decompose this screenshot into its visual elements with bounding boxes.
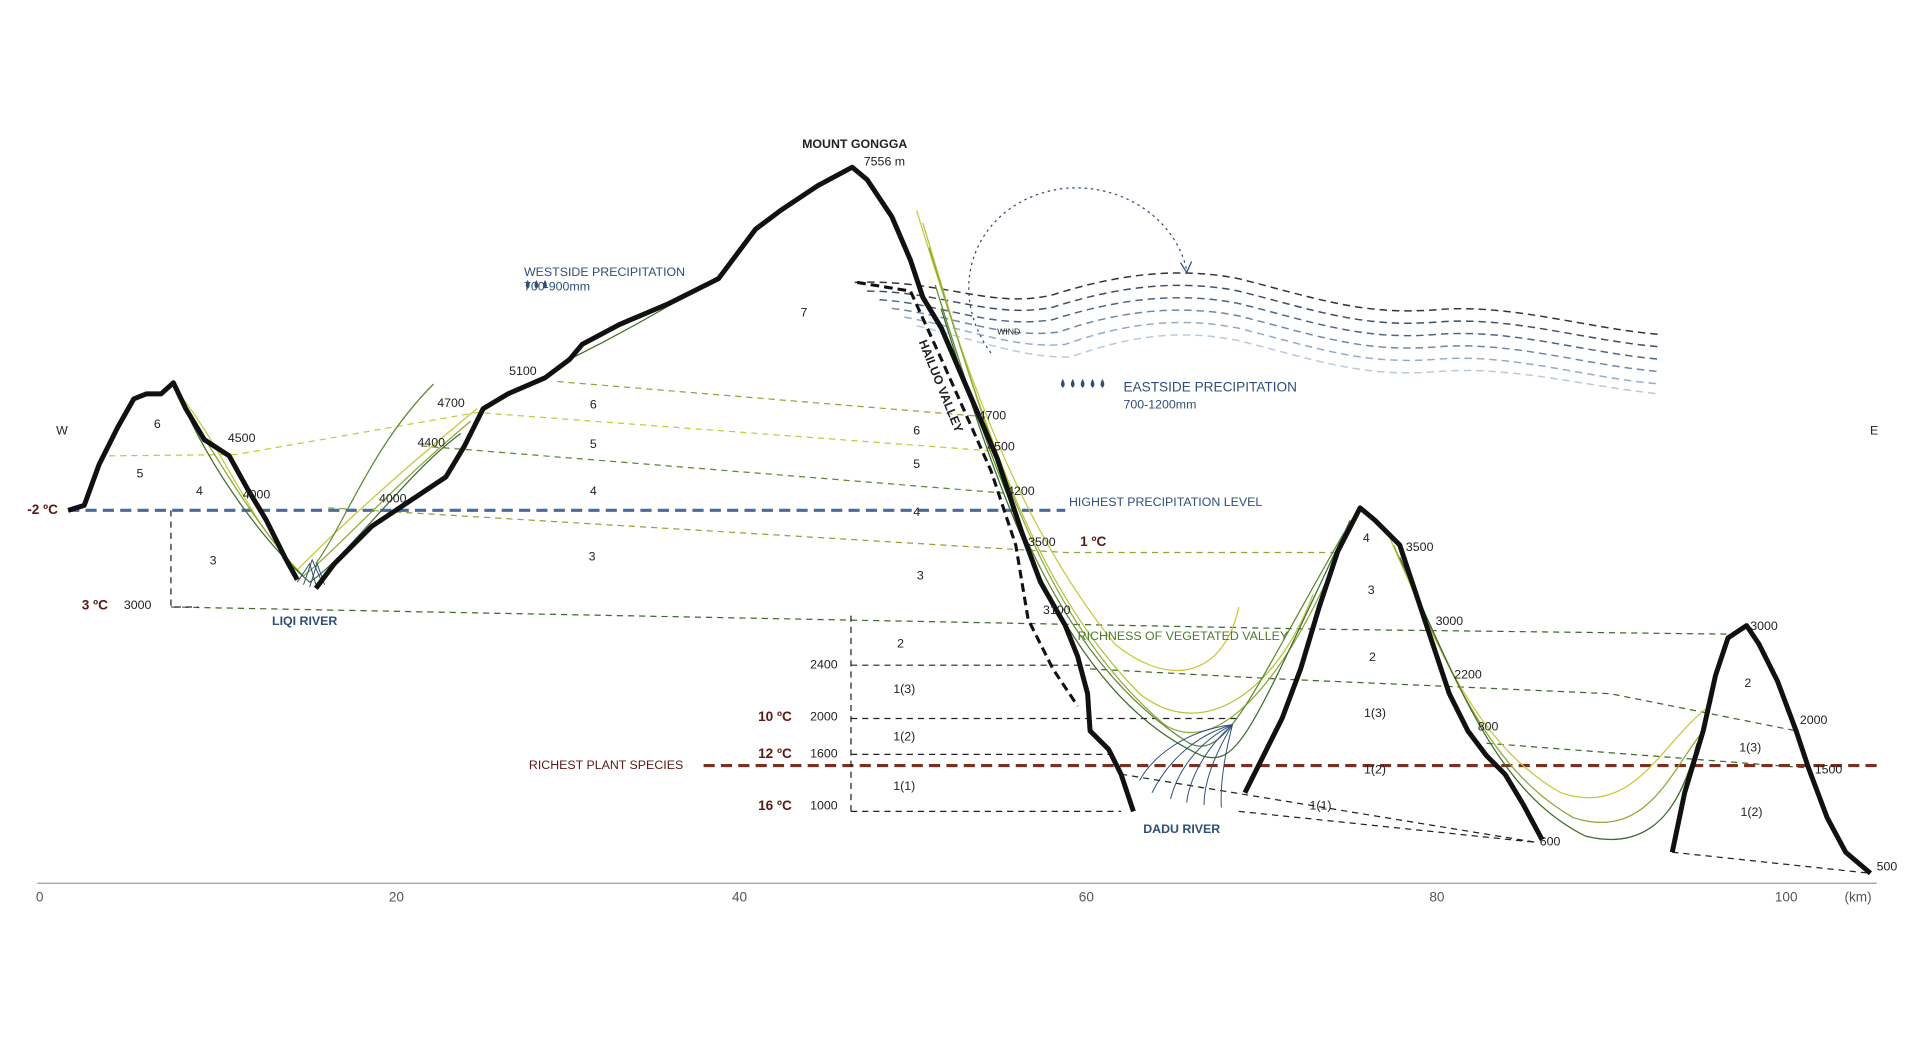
temperature: 16 ºC [758, 798, 792, 813]
temperature: 10 ºC [758, 709, 792, 724]
x-tick-label: 0 [36, 890, 44, 905]
zone-labels: 6 5 4 3 7 6 5 4 3 6 5 4 3 2 1(3) 1(2) 1(1) 4 3 2 1(3) 1(2) 1(1… [137, 306, 1763, 819]
zone-label: 2 [1369, 650, 1376, 664]
elevation-label: 800 [1478, 719, 1499, 733]
elevation-label: 2000 [810, 709, 838, 723]
zone-label: 1(2) [893, 729, 915, 743]
temperature: 1 ºC [1080, 534, 1106, 549]
elevation-label: 500 [1877, 859, 1898, 873]
zone-label: 5 [913, 457, 920, 471]
zone-label: 4 [590, 484, 597, 498]
elevation-label: 2200 [1454, 667, 1482, 681]
precipitation-amount: 700-1200mm [1124, 397, 1197, 411]
x-axis-unit: (km) [1844, 890, 1871, 905]
temperature: -2 ºC [27, 502, 58, 517]
elevation-label: 2400 [810, 657, 838, 671]
elevation-label: 4700 [979, 408, 1007, 422]
zone-label: 1(3) [893, 682, 915, 696]
elevation-label: 3100 [1043, 603, 1071, 617]
elevation-label: 3500 [1028, 535, 1056, 549]
elevation-label: 4400 [417, 436, 445, 450]
zone-label: 6 [154, 417, 161, 431]
x-tick-label: 40 [732, 890, 748, 905]
valley-label: HAILUO VALLEY [916, 338, 966, 436]
droplets [525, 279, 1105, 388]
terrain [67, 164, 1873, 876]
zone-label: 2 [897, 636, 904, 650]
decor [37, 164, 1877, 884]
temperature: 3 ºC [82, 597, 108, 612]
precipitation-label: EASTSIDE PRECIPITATION [1124, 379, 1297, 394]
elevation-label: 4500 [987, 439, 1015, 453]
zone-label: 4 [913, 505, 920, 519]
zone-label: 5 [590, 437, 597, 451]
zone-label: 5 [137, 467, 144, 481]
elevation-label: 600 [1540, 835, 1561, 849]
elevation-label: 4700 [437, 396, 465, 410]
wind-lines [854, 272, 1660, 395]
elevation-labels: 4500400051004700440040003000470045004200… [124, 364, 1898, 873]
temperature: 12 ºC [758, 746, 792, 761]
level-label: RICHEST PLANT SPECIES [529, 758, 683, 772]
elevation-label: 4200 [1007, 484, 1035, 498]
level-label: HIGHEST PRECIPITATION LEVEL [1069, 495, 1262, 509]
zone-label: 1(2) [1741, 805, 1763, 819]
zone-label: 3 [1368, 583, 1375, 597]
elevation-label: 1500 [1815, 763, 1843, 777]
elevation-label: 2000 [1800, 713, 1828, 727]
peak-name: MOUNT GONGGA [802, 137, 907, 151]
zone-label: 1(1) [1309, 799, 1331, 813]
elevation-label: 4500 [228, 431, 256, 445]
elevation-label: 3000 [1750, 619, 1778, 633]
x-tick-label: 20 [389, 890, 405, 905]
elevation-label: 3000 [124, 598, 152, 612]
zone-label: 6 [590, 397, 597, 411]
zone-label: 4 [196, 484, 203, 498]
direction: W [56, 423, 68, 437]
zone-label: 2 [1744, 676, 1751, 690]
peak-height: 7556 m [864, 155, 905, 169]
x-tick-label: 80 [1429, 890, 1445, 905]
x-tick-label: 60 [1079, 890, 1095, 905]
elevation-label: 5100 [509, 364, 537, 378]
precipitation-label: WESTSIDE PRECIPITATION [524, 265, 685, 279]
direction: E [1870, 423, 1878, 437]
elevation-label: 1000 [810, 799, 838, 813]
zone-label: 3 [589, 550, 596, 564]
zone-label: 7 [800, 306, 807, 320]
wind-label: WIND [997, 326, 1020, 336]
zone-label: 1(2) [1364, 763, 1386, 777]
elevation-label: 4000 [243, 488, 271, 502]
elevation-label: 1600 [810, 747, 838, 761]
elevation-label: 4000 [379, 491, 407, 505]
precipitation-amount: 700-900mm [524, 280, 590, 294]
zone-label: 1(3) [1739, 740, 1761, 754]
zone-label: 3 [210, 553, 217, 567]
zone-label: 4 [1363, 531, 1370, 545]
x-tick-label: 100 [1775, 890, 1798, 905]
zone-label: 3 [917, 568, 924, 582]
zone-label: 6 [913, 423, 920, 437]
river-label: LIQI RIVER [272, 614, 337, 628]
zone-label: 1(3) [1364, 706, 1386, 720]
elevation-label: 3000 [1436, 614, 1464, 628]
level-label: RICHNESS OF VEGETATED VALLEY [1078, 629, 1288, 643]
zone-label: 1(1) [893, 779, 915, 793]
elevation-label: 3500 [1406, 540, 1434, 554]
river-label: DADU RIVER [1143, 822, 1220, 836]
